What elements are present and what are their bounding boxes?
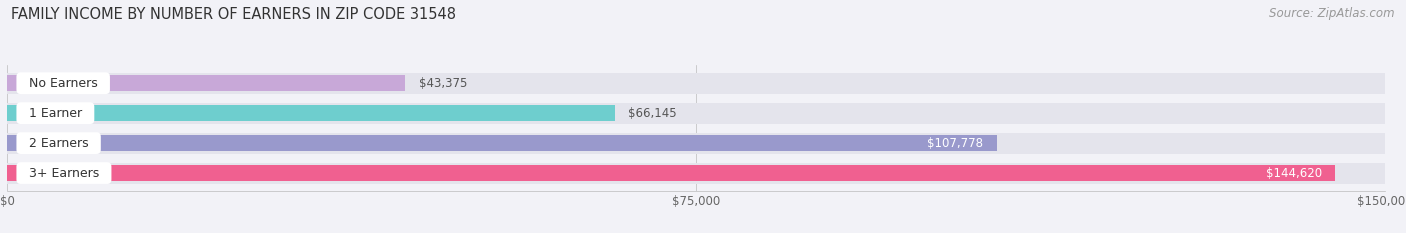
Text: 1 Earner: 1 Earner	[21, 107, 90, 120]
Bar	[7, 105, 614, 121]
Bar	[7, 165, 1336, 181]
Text: No Earners: No Earners	[21, 77, 105, 90]
Text: 3+ Earners: 3+ Earners	[21, 167, 107, 180]
Bar	[7, 133, 1385, 154]
Text: FAMILY INCOME BY NUMBER OF EARNERS IN ZIP CODE 31548: FAMILY INCOME BY NUMBER OF EARNERS IN ZI…	[11, 7, 457, 22]
Text: $43,375: $43,375	[419, 77, 468, 90]
Bar	[7, 103, 1385, 124]
Text: $107,778: $107,778	[928, 137, 983, 150]
Text: $66,145: $66,145	[628, 107, 678, 120]
Bar	[7, 75, 405, 92]
Bar	[7, 73, 1385, 94]
Text: 2 Earners: 2 Earners	[21, 137, 97, 150]
Text: Source: ZipAtlas.com: Source: ZipAtlas.com	[1270, 7, 1395, 20]
Bar	[7, 163, 1385, 184]
Text: $144,620: $144,620	[1265, 167, 1322, 180]
Bar	[7, 135, 997, 151]
